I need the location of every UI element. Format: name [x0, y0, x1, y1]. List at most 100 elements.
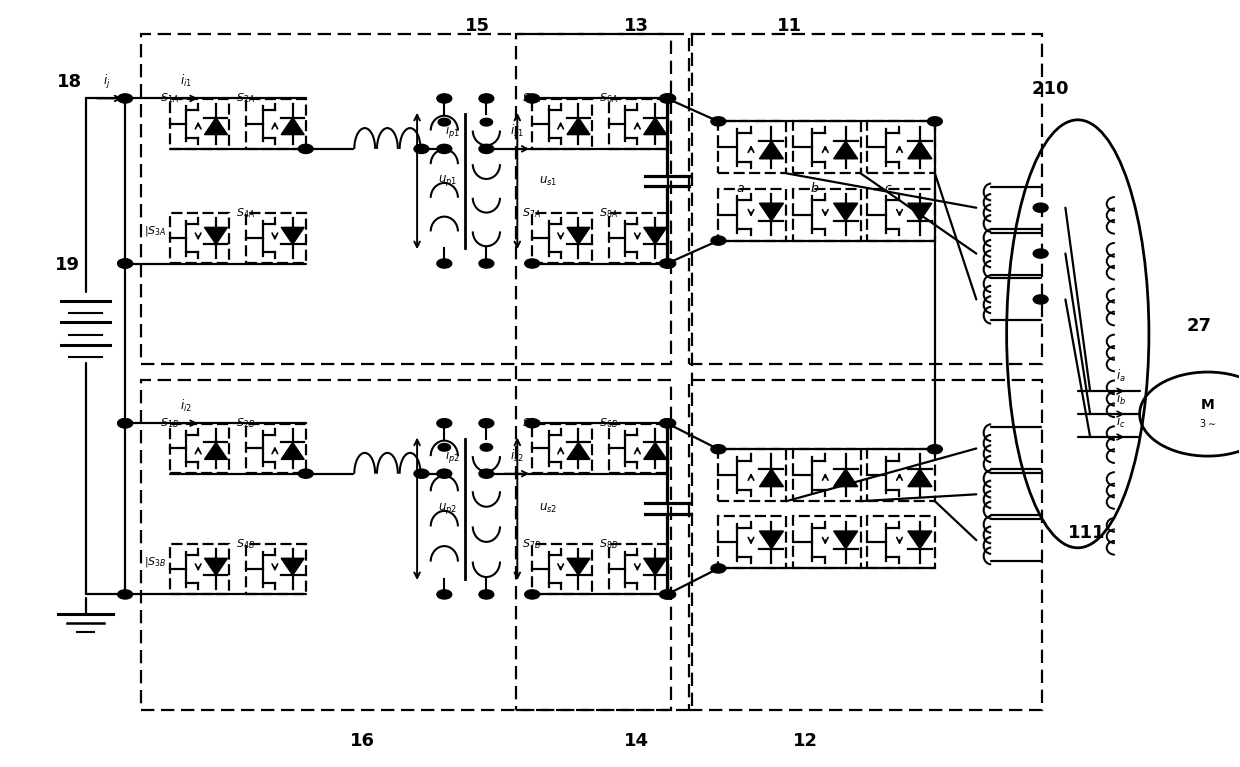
Text: 11: 11 [777, 17, 802, 35]
Polygon shape [205, 227, 227, 245]
Circle shape [711, 445, 725, 454]
Circle shape [525, 259, 539, 268]
Text: $S_{6B}$: $S_{6B}$ [599, 416, 618, 430]
Text: $i_a$: $i_a$ [1116, 367, 1126, 384]
Circle shape [660, 590, 675, 599]
Circle shape [118, 590, 133, 599]
Polygon shape [759, 469, 784, 486]
Text: $u_{p1}$: $u_{p1}$ [439, 173, 458, 189]
Circle shape [299, 469, 314, 479]
Text: $i_{s2}$: $i_{s2}$ [511, 448, 525, 464]
Text: $i_{p2}$: $i_{p2}$ [445, 448, 460, 466]
Circle shape [436, 469, 451, 479]
Text: $S_{7B}$: $S_{7B}$ [522, 537, 541, 551]
Polygon shape [759, 203, 784, 221]
Circle shape [118, 94, 133, 103]
Circle shape [436, 259, 451, 268]
Circle shape [661, 94, 676, 103]
Circle shape [525, 419, 539, 428]
Polygon shape [908, 531, 932, 548]
Circle shape [928, 445, 942, 454]
Text: $b$: $b$ [810, 182, 818, 196]
Text: $i_j$: $i_j$ [103, 73, 110, 91]
Polygon shape [205, 443, 227, 459]
Circle shape [928, 117, 942, 126]
Text: 111: 111 [1068, 524, 1105, 542]
Text: $S_{2B}$: $S_{2B}$ [237, 416, 255, 430]
Text: $S_{5B}$: $S_{5B}$ [522, 416, 541, 430]
Text: $i_b$: $i_b$ [1116, 390, 1126, 407]
Circle shape [661, 419, 676, 428]
Circle shape [660, 94, 675, 103]
Circle shape [436, 419, 451, 428]
Circle shape [436, 94, 451, 103]
Polygon shape [644, 227, 667, 245]
Circle shape [660, 419, 675, 428]
Polygon shape [759, 141, 784, 159]
Circle shape [436, 590, 451, 599]
Text: $S_{8A}$: $S_{8A}$ [599, 206, 618, 219]
Text: $i_{p1}$: $i_{p1}$ [445, 123, 460, 141]
Text: $u_{s2}$: $u_{s2}$ [539, 502, 557, 515]
Text: $i_{i1}$: $i_{i1}$ [180, 73, 192, 89]
Circle shape [299, 144, 314, 153]
Text: 16: 16 [350, 732, 376, 750]
Polygon shape [908, 141, 932, 159]
Polygon shape [833, 469, 858, 486]
Circle shape [118, 419, 133, 428]
Polygon shape [567, 227, 590, 245]
Text: $S_{1B}$: $S_{1B}$ [160, 416, 179, 430]
Polygon shape [644, 558, 667, 575]
Circle shape [480, 443, 492, 451]
Text: 19: 19 [55, 256, 79, 274]
Text: 27: 27 [1187, 318, 1211, 335]
Polygon shape [281, 558, 304, 575]
Text: $c$: $c$ [884, 183, 893, 196]
Circle shape [711, 236, 725, 245]
Text: $S_{2A}$: $S_{2A}$ [237, 91, 255, 105]
Polygon shape [281, 227, 304, 245]
Text: $S_{5A}$: $S_{5A}$ [522, 91, 541, 105]
Text: $u_{p2}$: $u_{p2}$ [439, 502, 458, 516]
Polygon shape [281, 443, 304, 459]
Polygon shape [567, 558, 590, 575]
Polygon shape [644, 117, 667, 134]
Circle shape [118, 259, 133, 268]
Polygon shape [908, 203, 932, 221]
Circle shape [436, 144, 451, 153]
Text: 13: 13 [624, 17, 649, 35]
Circle shape [661, 259, 676, 268]
Circle shape [1033, 295, 1048, 304]
Polygon shape [759, 531, 784, 548]
Text: $S_{7A}$: $S_{7A}$ [522, 206, 541, 219]
Polygon shape [833, 531, 858, 548]
Text: $S_{8B}$: $S_{8B}$ [599, 537, 618, 551]
Polygon shape [567, 117, 590, 134]
Circle shape [1033, 249, 1048, 258]
Text: 12: 12 [794, 732, 818, 750]
Circle shape [525, 590, 539, 599]
Circle shape [711, 117, 725, 126]
Circle shape [480, 118, 492, 126]
Text: $S_{4A}$: $S_{4A}$ [237, 206, 255, 219]
Text: M: M [1200, 398, 1214, 412]
Circle shape [118, 259, 133, 268]
Circle shape [711, 564, 725, 573]
Text: $3\sim$: $3\sim$ [1199, 417, 1216, 430]
Circle shape [661, 590, 676, 599]
Circle shape [414, 469, 429, 479]
Polygon shape [205, 117, 227, 134]
Text: $i_{s1}$: $i_{s1}$ [511, 123, 525, 140]
Polygon shape [205, 558, 227, 575]
Text: $i_c$: $i_c$ [1116, 413, 1126, 430]
Circle shape [479, 590, 494, 599]
Circle shape [479, 419, 494, 428]
Circle shape [525, 94, 539, 103]
Circle shape [479, 259, 494, 268]
Circle shape [438, 118, 450, 126]
Text: 15: 15 [465, 17, 490, 35]
Circle shape [414, 144, 429, 153]
Text: $a$: $a$ [735, 183, 744, 196]
Polygon shape [908, 469, 932, 486]
Text: $S_{6A}$: $S_{6A}$ [599, 91, 618, 105]
